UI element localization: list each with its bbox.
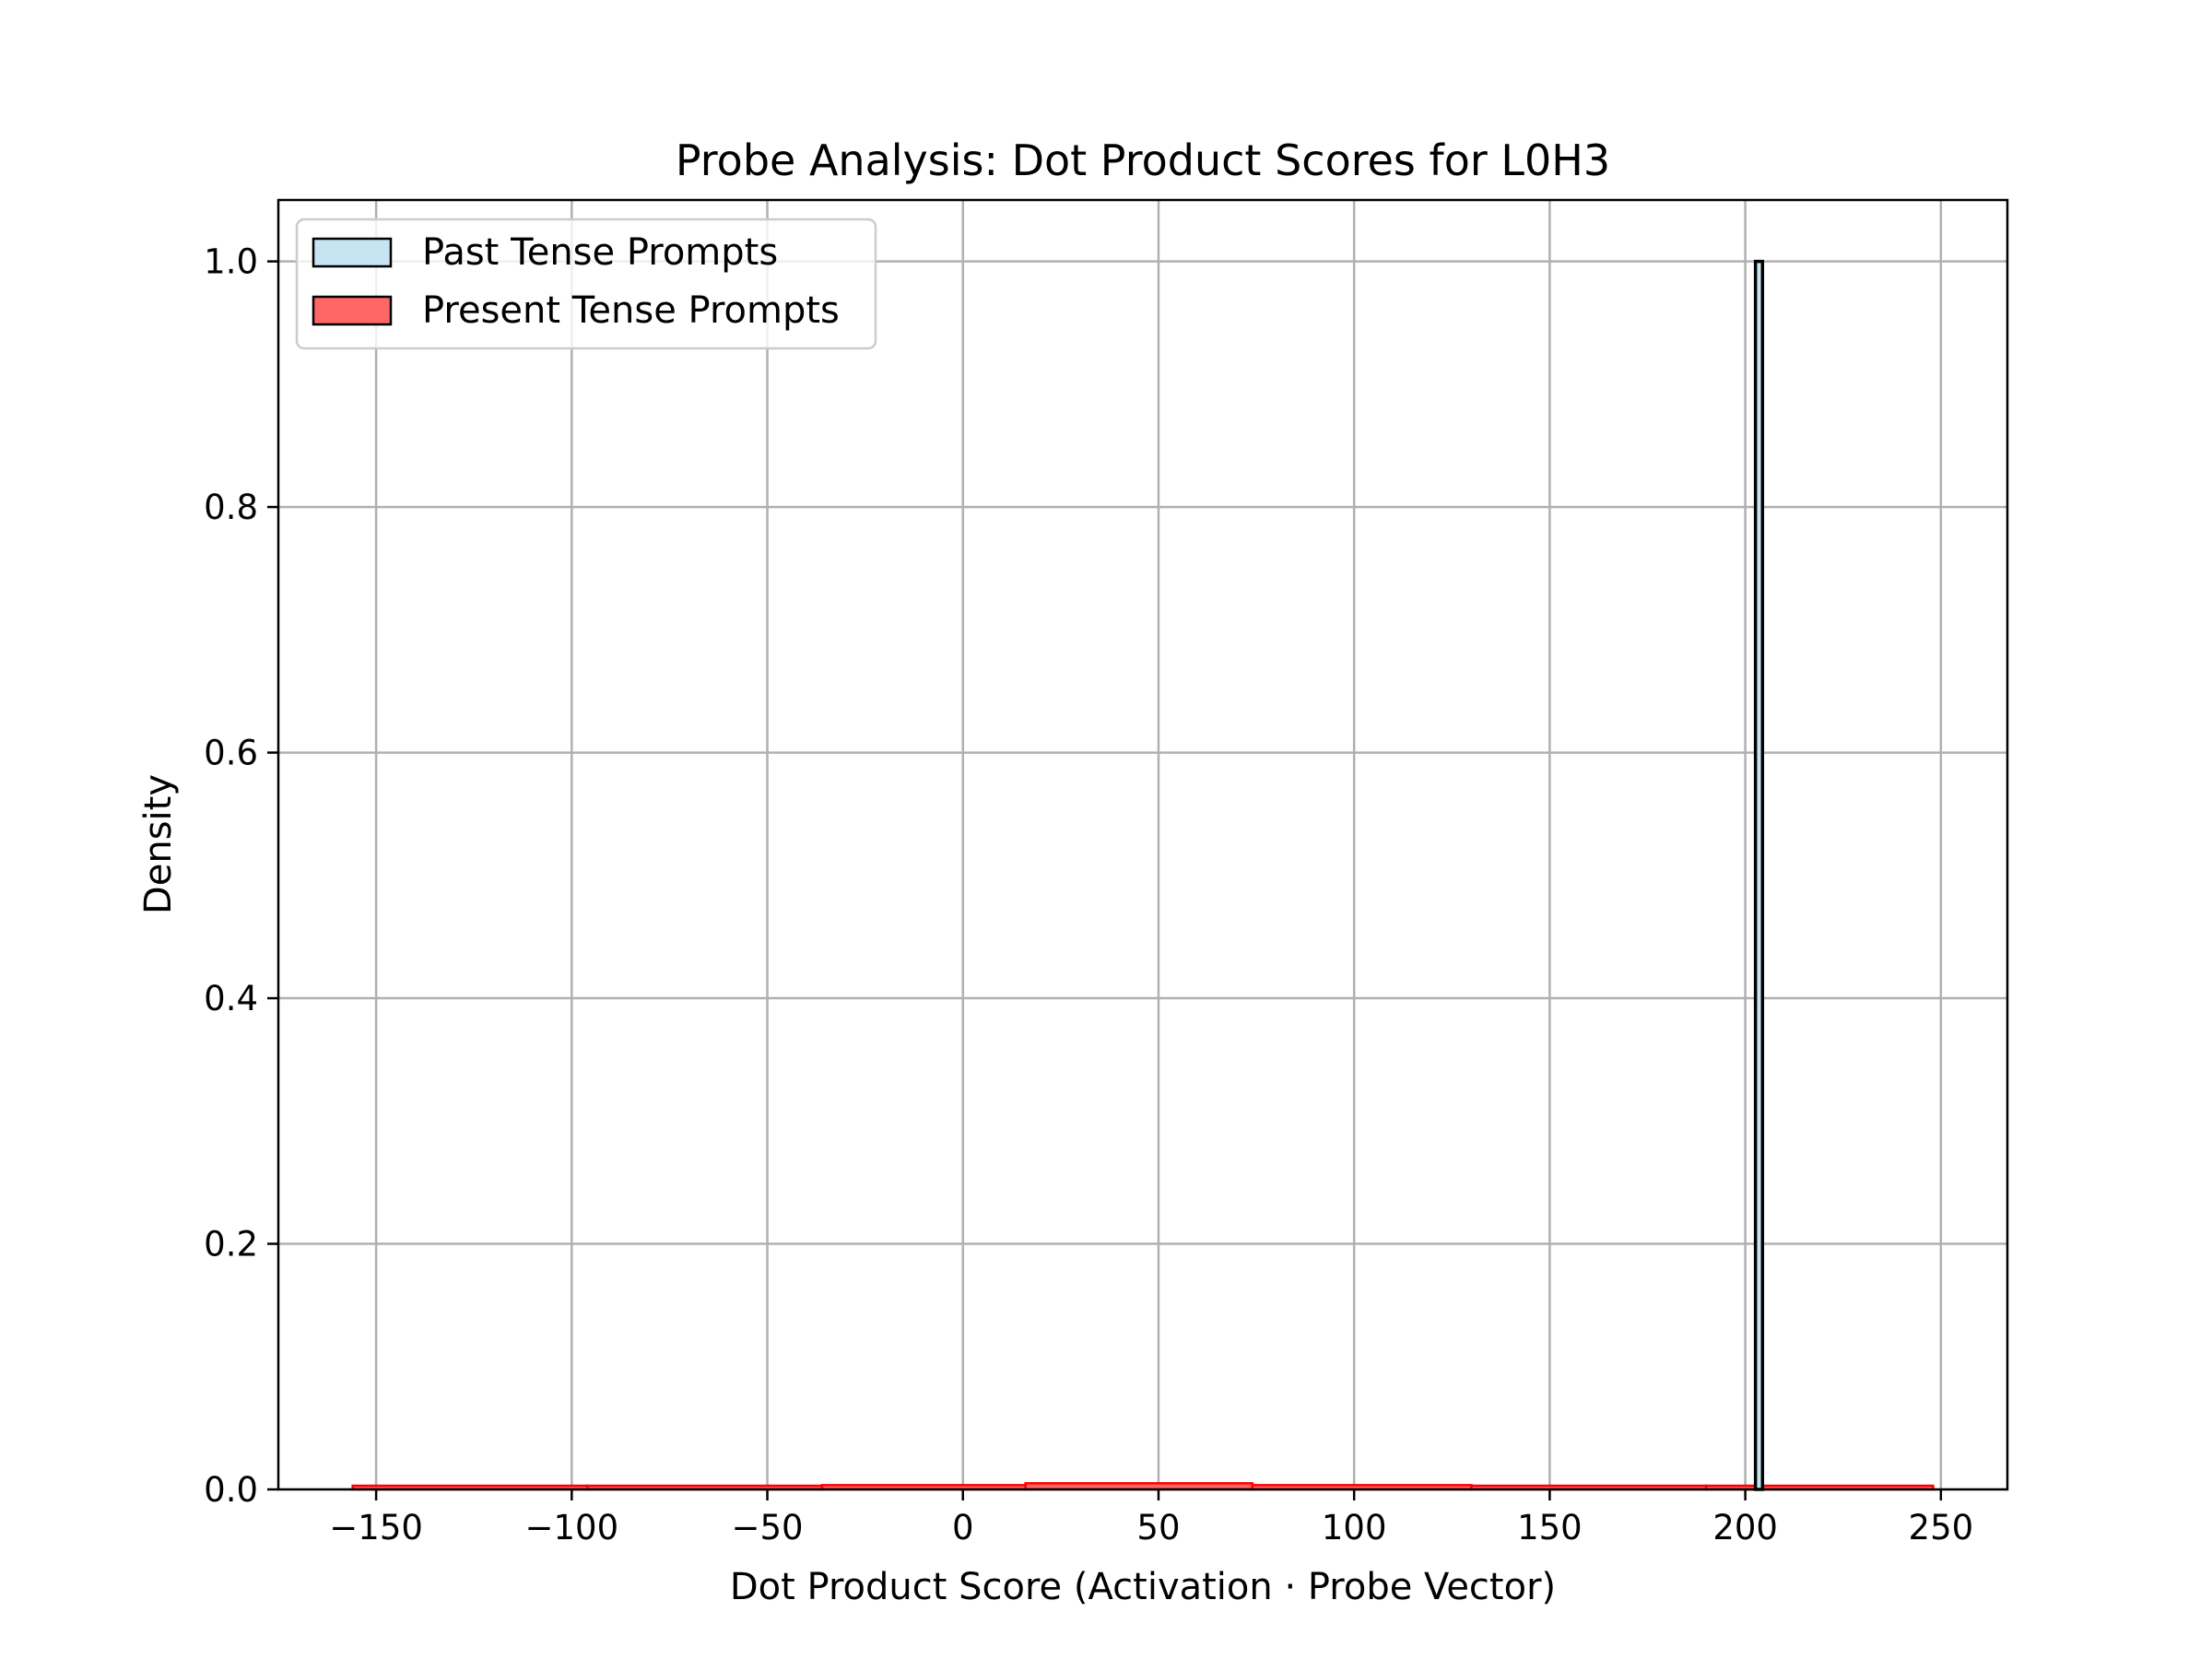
x-axis-label: Dot Product Score (Activation · Probe Ve…	[730, 1566, 1556, 1608]
axes-background	[278, 200, 2007, 1489]
legend-swatch-present	[312, 295, 393, 326]
past-tense-bar	[1753, 259, 1765, 1491]
y-tick-label: 0.8	[204, 488, 258, 527]
x-tick-label: 100	[1322, 1508, 1387, 1547]
plot-area: −150 −100 −50 0 50 100 150 200 250 0.00.20.40.60…	[204, 198, 2009, 1547]
x-tick-label: 250	[1909, 1508, 1974, 1547]
x-tick-label: −150	[329, 1508, 423, 1547]
legend-box	[295, 218, 877, 350]
axes-frame	[276, 198, 2009, 1491]
legend-swatch-past	[312, 237, 393, 268]
x-tick-label: 150	[1517, 1508, 1583, 1547]
chart-title: Probe Analysis: Dot Product Scores for L…	[676, 135, 1610, 185]
y-tick-label: 0.4	[204, 979, 258, 1018]
x-tick-label: 0	[952, 1508, 974, 1547]
x-tick-label: 200	[1712, 1508, 1778, 1547]
y-tick-label: 1.0	[204, 242, 258, 282]
y-tick-label: 0.0	[204, 1470, 258, 1510]
y-tick-label: 0.2	[204, 1225, 258, 1265]
legend-label-present: Present Tense Prompts	[422, 289, 840, 332]
y-axis-ticks: 0.0 0.2 0.4 0.6 0.8 1.0	[204, 242, 278, 1510]
x-tick-label: −50	[731, 1508, 803, 1547]
legend: Past Tense Prompts Present Tense Prompts	[295, 218, 877, 350]
x-axis-ticks: −150 −100 −50 0 50 100 150 200 250	[329, 1489, 1973, 1547]
y-axis-label: Density	[137, 774, 180, 914]
legend-label-past: Past Tense Prompts	[422, 231, 778, 274]
x-tick-label: 50	[1136, 1508, 1180, 1547]
past-tense-histogram	[1753, 259, 1765, 1491]
x-tick-label: −100	[525, 1508, 619, 1547]
y-tick-label: 0.6	[204, 734, 258, 773]
